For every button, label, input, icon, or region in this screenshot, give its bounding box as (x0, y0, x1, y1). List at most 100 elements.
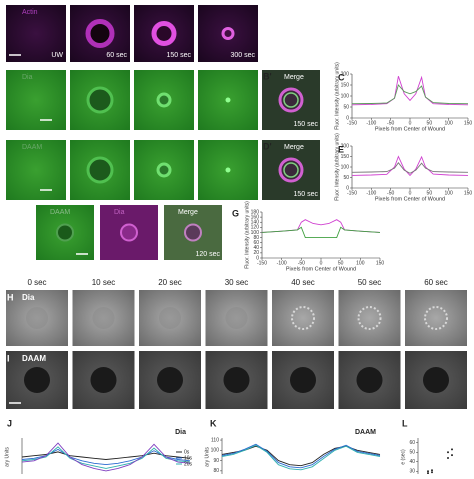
micrograph (272, 290, 334, 346)
y-tick-label: 60 (253, 240, 259, 246)
x-tick-label: 100 (444, 190, 453, 196)
y-tick-label: 50 (409, 450, 415, 456)
panel-letter: J (7, 418, 12, 428)
time-label: 0 sec (27, 278, 46, 287)
panel-letter: C (338, 72, 345, 82)
x-tick-label: 0 (409, 190, 412, 196)
legend-label: 0s (184, 449, 190, 455)
y-tick-label: 40 (253, 245, 259, 251)
channel-label: Actin (22, 9, 38, 16)
panel-letter: L (402, 418, 408, 428)
y-tick-label: 80 (253, 235, 259, 241)
y-tick-label: 100 (211, 448, 220, 454)
y-axis-label: e (sec) (400, 449, 406, 465)
dot (447, 456, 449, 459)
x-axis-label: Pixels from Center of Wound (286, 266, 356, 272)
series-line (351, 84, 469, 105)
y-tick-label: 120 (251, 225, 260, 231)
y-tick-label: 80 (213, 468, 219, 474)
y-axis-label: ary Units (204, 447, 210, 467)
series-line (351, 162, 469, 174)
channel-label: Dia (22, 293, 35, 302)
legend-label: 10s (184, 455, 193, 461)
wound (356, 367, 383, 393)
x-tick-label: 150 (464, 190, 473, 196)
y-tick-label: 30 (409, 469, 415, 474)
time-label: 10 sec (92, 278, 116, 287)
x-tick-label: -50 (298, 260, 305, 266)
channel-label: Dia (114, 209, 125, 216)
time-label: 30 sec (225, 278, 249, 287)
y-tick-label: 150 (341, 82, 350, 88)
channel-label: DAAM (22, 144, 42, 151)
micrograph (6, 140, 66, 200)
y-tick-label: 60 (409, 440, 415, 446)
y-tick-label: 50 (343, 175, 349, 181)
wound (85, 19, 115, 48)
x-axis-label: Pixels from Center of Wound (375, 196, 445, 202)
y-tick-label: 140 (251, 220, 260, 226)
y-tick-label: 20 (253, 250, 259, 256)
wound (120, 223, 138, 242)
chart-title: Dia (175, 429, 186, 436)
dot (451, 448, 453, 451)
y-axis-label: ary Units (4, 447, 10, 467)
y-tick-label: 200 (341, 71, 350, 77)
time-label: 150 sec (166, 52, 191, 59)
merge-label: Merge (284, 74, 304, 81)
wound (278, 157, 304, 183)
x-tick-label: 0 (320, 260, 323, 266)
wound (151, 21, 177, 46)
micrograph (6, 70, 66, 130)
series-line (21, 442, 191, 472)
y-tick-label: 0 (346, 115, 349, 121)
wound (291, 306, 315, 330)
channel-label: Dia (22, 74, 33, 81)
y-tick-label: 100 (341, 93, 350, 99)
wound (159, 307, 181, 329)
panel-letter: B' (263, 71, 272, 81)
x-tick-label: 0 (409, 120, 412, 126)
wound (221, 27, 235, 40)
wound (424, 306, 448, 330)
panel-letter: D' (263, 141, 272, 151)
wound (157, 367, 183, 393)
channel-label: DAAM (50, 209, 70, 216)
wound (24, 367, 50, 393)
micrograph (405, 290, 467, 346)
x-tick-label: -150 (257, 260, 267, 266)
series-line (351, 155, 469, 177)
x-tick-label: -50 (387, 120, 394, 126)
micrograph (6, 5, 66, 62)
time-label: 60 sec (106, 52, 127, 59)
x-tick-label: -100 (366, 190, 376, 196)
dot (431, 469, 433, 472)
time-label: 40 sec (291, 278, 315, 287)
panel-letter: H (7, 292, 14, 302)
time-label: 20 sec (158, 278, 182, 287)
dot (431, 471, 433, 474)
merge-label: Merge (284, 144, 304, 151)
micrograph (338, 290, 401, 346)
time-label: 60 sec (424, 278, 448, 287)
x-tick-label: -100 (366, 120, 376, 126)
panel-letter: G (232, 208, 239, 218)
chart-title: DAAM (355, 429, 376, 436)
time-label: 150 sec (293, 191, 318, 198)
x-tick-label: -150 (347, 190, 357, 196)
x-tick-label: -50 (387, 190, 394, 196)
panel-letter: I (7, 353, 10, 363)
wound (92, 307, 115, 329)
y-tick-label: 0 (346, 185, 349, 191)
x-tick-label: 100 (444, 120, 453, 126)
wound (223, 367, 250, 393)
y-axis-label: Fluor. Intensity (arbitrary units) (334, 133, 340, 201)
time-label: 150 sec (293, 121, 318, 128)
channel-label: DAAM (22, 354, 46, 363)
wound (357, 306, 382, 330)
time-label: 120 sec (195, 251, 220, 258)
wound (86, 86, 114, 114)
y-tick-label: 100 (341, 164, 350, 170)
time-label: 50 sec (358, 278, 382, 287)
